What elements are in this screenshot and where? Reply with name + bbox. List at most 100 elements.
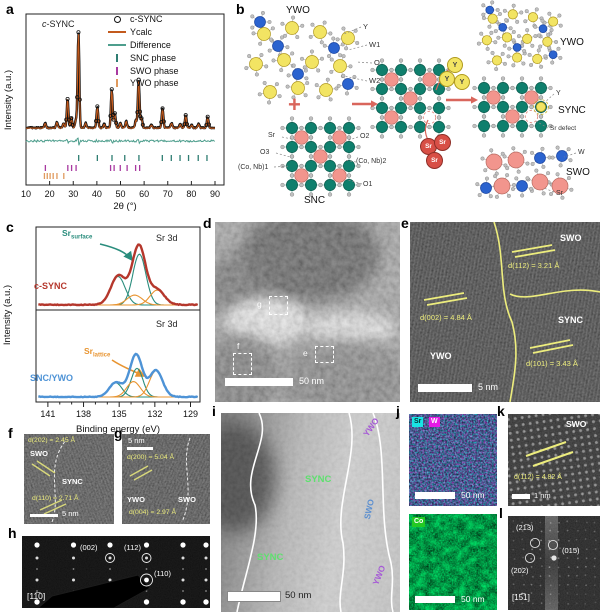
noise-texture	[215, 222, 400, 402]
swo-tick-marker	[116, 66, 118, 75]
co-speckle-texture	[409, 514, 497, 610]
xps-ylabel: Intensity (a.u.)	[2, 285, 13, 345]
sr-ball-text: Sr	[425, 143, 432, 150]
swo-label: SWO	[566, 167, 590, 178]
scale-bar	[225, 378, 293, 386]
interface-line	[339, 413, 353, 612]
scale-bar	[415, 596, 455, 603]
roi-label-f: f	[237, 341, 240, 351]
boundary-overlay	[236, 413, 394, 612]
scale-bar-label: 50 nm	[461, 594, 485, 604]
y-atom-ball: Y	[447, 57, 463, 73]
region-label-sync: SYNC	[305, 474, 332, 485]
obs-circle-marker	[113, 15, 121, 23]
sr-atom-ball: Sr	[426, 152, 443, 169]
legend-item-difference: Difference	[104, 39, 226, 52]
panel-a-label: a	[6, 1, 14, 17]
panel-j-label: j	[396, 403, 400, 419]
legend-item-obs: c-SYNC	[104, 13, 226, 26]
dspacing-004: d(004) = 2.97 Å	[129, 509, 177, 516]
svg-text:40: 40	[92, 189, 102, 199]
tem-image-d: g f e 50 nm	[215, 222, 400, 402]
phase-boundary	[181, 437, 191, 523]
boundary-overlay	[423, 222, 600, 402]
atom-label-sr: Sr	[268, 132, 275, 139]
dspacing-110: d(110) = 2.71 Å	[32, 495, 79, 502]
boundary-overlay	[129, 437, 191, 523]
svg-text:50: 50	[115, 189, 125, 199]
panel-k-label: k	[497, 403, 505, 419]
dspacing-200: d(200) = 5.04 Å	[127, 454, 175, 461]
panel-e-label: e	[401, 215, 409, 231]
difference-line-marker	[108, 43, 126, 46]
region-label-swo: SWO	[560, 233, 582, 243]
panel-h-label: h	[8, 525, 17, 541]
hrtem-image-g: 5 nm d(200) = 5.04 Å YWO SWO d(004) = 2.…	[122, 434, 210, 524]
eds-map-sr-w: Sr W 50 nm	[409, 414, 497, 506]
spot-label-110: (110)	[154, 569, 171, 578]
noise-texture	[508, 414, 600, 506]
roi-box-e	[315, 346, 334, 363]
atom-label-o: O	[374, 58, 380, 67]
y-ball-text: Y	[444, 75, 450, 83]
scale-bar	[415, 492, 455, 499]
phase-boundary	[51, 439, 67, 523]
scale-bar	[227, 591, 281, 602]
region-label-swo: SWO	[30, 449, 48, 458]
scale-bar-label: 5 nm	[478, 382, 499, 392]
svg-text:141: 141	[40, 409, 55, 419]
noise-texture	[24, 434, 114, 524]
dspacing-101: d(101) = 3.43 Å	[526, 359, 578, 368]
region-label-bottom: Sr 3d	[156, 319, 178, 329]
legend-label: c-SYNC	[130, 14, 163, 25]
roi-label-e: e	[303, 348, 308, 358]
lattice-fringe-mark	[39, 499, 67, 515]
atom-label-conb1: (Co, Nb)1	[238, 164, 269, 171]
sr-right-label: Sr	[556, 190, 563, 197]
boundary-overlay	[31, 439, 67, 523]
ywo-tick-marker	[116, 79, 118, 88]
panel-d-label: d	[203, 215, 212, 231]
element-badge-co: Co	[412, 517, 426, 527]
atom-label-o3: O3	[260, 149, 270, 156]
eds-map-co: Co 50 nm	[409, 514, 497, 610]
legend-label: YWO phase	[130, 78, 179, 89]
snc-tick-marker	[116, 53, 118, 62]
y-atom-ball: Y	[439, 71, 455, 87]
scale-bar-label: 50 nm	[461, 490, 485, 500]
element-badge-sr: Sr	[412, 417, 424, 427]
region-label-top: Sr 3d	[156, 233, 178, 243]
dspacing-112: d(112) = 4.82 Å	[514, 474, 562, 481]
zone-axis-label: [11̅0]	[27, 591, 46, 601]
hrtem-image-f: d(202) = 2.45 Å SWO SYNC d(110) = 2.71 Å…	[24, 434, 114, 524]
sr-lattice-annotation: Srlattice	[84, 346, 111, 359]
svg-text:70: 70	[163, 189, 173, 199]
lattice-fringe-mark	[31, 460, 56, 477]
spot-label-213: (21̅3)	[516, 523, 534, 532]
svg-text:20: 20	[45, 189, 55, 199]
svg-text:135: 135	[112, 409, 127, 419]
scale-bar	[30, 514, 58, 517]
legend-label: Ycalc	[130, 27, 153, 38]
region-label-sync: SYNC	[62, 477, 83, 486]
fft-pattern-l: (21̅3) (015) (202) [15̅1]	[508, 516, 600, 610]
roi-box-f	[233, 353, 252, 375]
legend-item-snc: SNC phase	[104, 51, 226, 64]
xrd-inplot-title: c-SYNC	[42, 19, 75, 29]
atom-label-o1: O1	[363, 181, 373, 188]
region-label-ywo: YWO	[430, 351, 452, 361]
scale-bar-label: 1 nm	[534, 491, 551, 500]
spot-label-202: (202)	[511, 566, 529, 575]
interface-line	[372, 413, 394, 612]
noise-texture	[508, 516, 600, 610]
xrd-chart: Intensity (a.u.) 2θ (°) 10 20 30 40 50 60 70 80…	[3, 13, 225, 212]
panel-b-label: b	[236, 1, 245, 17]
svg-text:30: 30	[68, 189, 78, 199]
xps-xlabel: Binding energy (eV)	[76, 424, 160, 435]
spot-label-002: (002)	[80, 543, 98, 552]
legend-item-ywo: YWO phase	[104, 77, 226, 90]
lattice-fringe-mark	[511, 244, 556, 258]
lattice-fringe-mark	[129, 465, 153, 481]
structure-diagram	[244, 0, 577, 200]
